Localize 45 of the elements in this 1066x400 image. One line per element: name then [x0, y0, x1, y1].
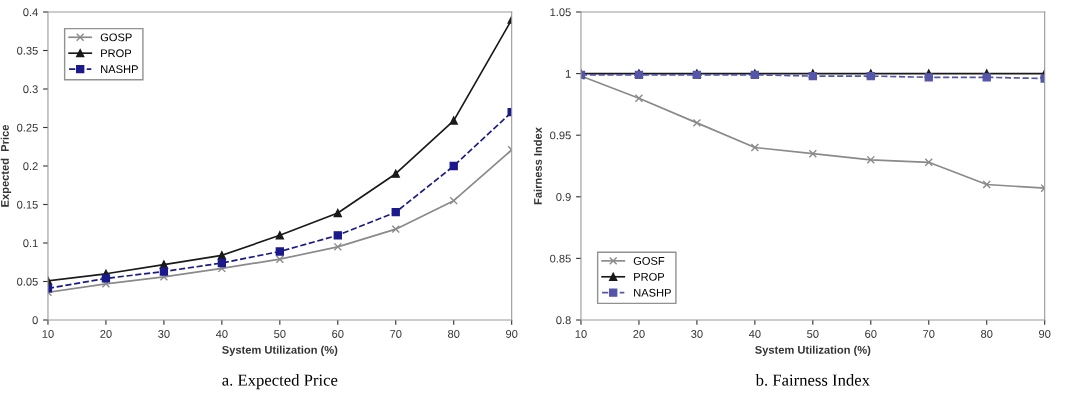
x-tick-label: 10	[575, 330, 587, 338]
x-tick-label: 90	[506, 330, 518, 338]
y-tick-label: 0.9	[556, 193, 571, 201]
legend-label: PROP	[101, 49, 132, 58]
y-tick-label: 0.95	[550, 131, 571, 140]
y-tick-label: 0.85	[550, 254, 571, 263]
x-tick-label: 90	[1039, 330, 1051, 338]
x-tick-label: 10	[42, 330, 54, 338]
x-tick-label: 70	[923, 330, 935, 338]
y-tick-label: 0.25	[17, 123, 38, 132]
x-tick-label: 50	[807, 330, 819, 338]
x-tick-label: 80	[981, 330, 993, 338]
legend-label: GOSF	[633, 257, 665, 265]
y-tick-label: 1	[565, 69, 571, 78]
y-tick-label: 0.8	[556, 316, 571, 325]
legend-label: GOSP	[100, 33, 132, 42]
x-axis-title: System Utilization (%)	[755, 345, 871, 356]
x-tick-label: 60	[332, 330, 344, 338]
x-tick-label: 30	[158, 330, 170, 338]
y-tick-label: 0	[32, 316, 38, 325]
x-tick-label: 40	[215, 330, 228, 338]
y-tick-label: 0.15	[17, 200, 38, 209]
text: b. Fairness Index	[755, 374, 870, 386]
x-tick-label: 70	[390, 330, 402, 338]
y-axis-title: Expected Price	[0, 125, 12, 207]
y-tick-label: 0.3	[23, 85, 38, 94]
legend-label: NASHP	[634, 288, 671, 297]
y-tick-label: 1.05	[550, 8, 571, 17]
legend-label: PROP	[634, 272, 665, 281]
legend-label: NASHP	[101, 65, 138, 74]
y-axis-title: Fairness Index	[533, 127, 542, 205]
x-tick-label: 50	[274, 330, 286, 338]
y-tick-label: 0.2	[23, 162, 38, 171]
x-tick-label: 20	[100, 330, 112, 338]
y-tick-label: 0.4	[23, 8, 38, 17]
x-tick-label: 60	[865, 330, 877, 338]
y-tick-label: 0.1	[23, 239, 38, 248]
x-tick-label: 20	[633, 330, 645, 338]
x-axis-title: System Utilization (%)	[222, 345, 338, 356]
text: a. Expected Price	[222, 374, 338, 390]
x-tick-label: 30	[691, 330, 703, 338]
y-tick-label: 0.35	[17, 46, 38, 55]
y-tick-label: 0.05	[17, 277, 38, 286]
x-tick-label: 40	[748, 330, 761, 338]
x-tick-label: 80	[448, 330, 460, 338]
